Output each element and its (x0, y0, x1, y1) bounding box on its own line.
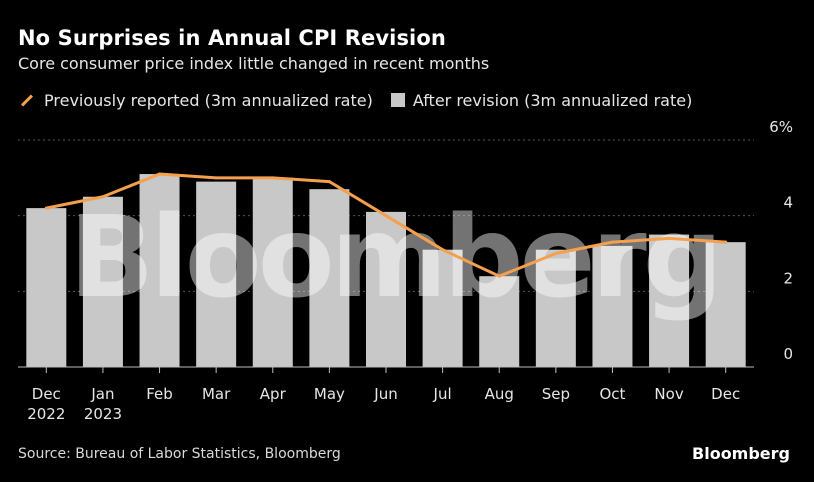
bar-6 (366, 211, 406, 367)
x-tick-sublabel-1: 2023 (84, 405, 122, 423)
legend-line-label: Previously reported (3m annualized rate) (44, 90, 373, 110)
line-layer (44, 172, 728, 278)
line-point-10 (610, 240, 614, 244)
x-tick-label-1: Jan (90, 385, 114, 403)
bar-2 (139, 174, 180, 367)
line-point-9 (554, 252, 558, 255)
x-tick-label-2: Feb (146, 385, 173, 403)
bar-4 (252, 177, 293, 367)
x-tick-label-3: Mar (202, 385, 231, 403)
bar-11 (649, 234, 690, 367)
x-tick-label-10: Oct (599, 385, 625, 403)
line-point-8 (497, 274, 501, 278)
bar-3 (196, 181, 237, 367)
x-tick-label-5: May (314, 385, 345, 403)
y-tick-label-6: 6% (769, 118, 793, 136)
x-tick-sublabel-0: 2022 (27, 405, 65, 423)
bar-8 (479, 276, 520, 367)
line-point-6 (384, 214, 388, 218)
bar-5 (309, 189, 350, 367)
legend-item-previously-reported: Previously reported (3m annualized rate) (18, 91, 373, 110)
chart-subtitle: Core consumer price index little changed… (18, 54, 490, 73)
source-note: Source: Bureau of Labor Statistics, Bloo… (18, 446, 341, 462)
legend-bar-label: After revision (3m annualized rate) (412, 90, 693, 110)
bar-7 (422, 249, 463, 367)
legend: Previously reported (3m annualized rate)… (18, 90, 710, 110)
x-tick-label-7: Jul (433, 385, 452, 403)
y-axis: 0 2 4 6% (769, 118, 793, 363)
y-tick-label-4: 4 (783, 194, 793, 212)
line-point-11 (667, 236, 671, 240)
bar-0 (26, 208, 67, 367)
line-point-1 (101, 195, 105, 199)
watermark: Bloomberg (69, 193, 719, 323)
y-tick-label-0: 0 (783, 345, 793, 363)
bar-12 (705, 242, 746, 367)
legend-bar-swatch (390, 93, 405, 107)
x-tick-label-6: Jun (373, 385, 397, 403)
watermark-layer: Bloomberg (69, 193, 723, 323)
bar-9 (535, 249, 576, 367)
line-point-0 (44, 206, 48, 210)
line-point-7 (441, 248, 445, 252)
x-tick-label-12: Dec (711, 385, 740, 403)
x-axis: Dec 2022 Jan 2023 Feb Mar Apr May Jun Jul Aug Sep Oc… (18, 366, 754, 423)
chart-title: No Surprises in Annual CPI Revision (18, 26, 446, 50)
brand-logo: Bloomberg (692, 444, 790, 463)
line-point-2 (158, 172, 162, 176)
x-tick-label-4: Apr (260, 385, 287, 403)
y-tick-label-2: 2 (783, 269, 793, 287)
x-tick-label-9: Sep (542, 385, 570, 403)
x-tick-label-11: Nov (654, 385, 683, 403)
bar-1 (82, 196, 123, 367)
legend-item-after-revision: After revision (3m annualized rate) (390, 90, 693, 110)
x-tick-label-8: Aug (485, 385, 514, 403)
x-tick-label-0: Dec (32, 385, 61, 403)
line-point-12 (724, 240, 728, 244)
line-point-5 (327, 180, 331, 184)
line-point-4 (271, 176, 275, 180)
bar-10 (592, 245, 633, 367)
bar-layer (26, 174, 746, 367)
line-point-3 (214, 176, 218, 180)
